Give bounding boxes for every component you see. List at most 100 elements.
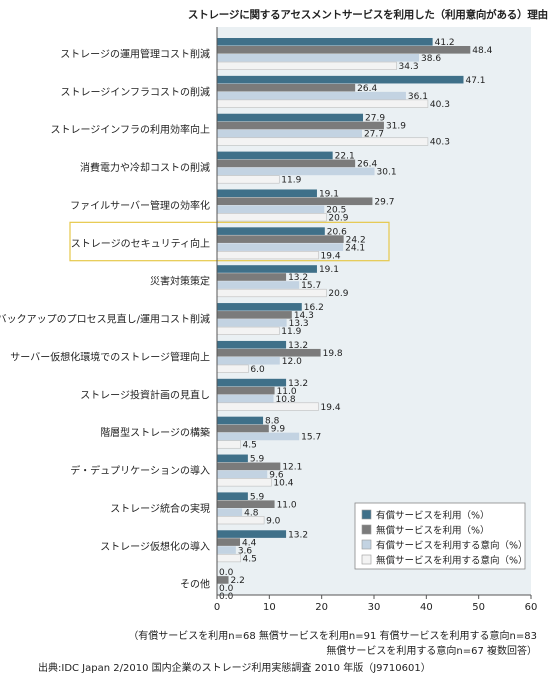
- x-tick-label: 60: [525, 602, 538, 613]
- bar: [217, 46, 471, 54]
- value-label: 5.9: [250, 492, 265, 502]
- bar: [217, 197, 373, 206]
- bar: [217, 386, 275, 395]
- legend-swatch: [361, 524, 372, 535]
- value-label: 19.8: [323, 349, 343, 359]
- category-label: 消費電力や冷却コストの削減: [80, 161, 210, 174]
- category-label: 災害対策策定: [150, 275, 210, 288]
- value-label: 29.7: [374, 197, 394, 207]
- value-label: 48.4: [472, 46, 492, 56]
- value-label: 16.2: [304, 303, 324, 313]
- bar: [217, 235, 344, 243]
- legend-label: 無償サービスを利用する意向（%）: [376, 555, 528, 567]
- value-label: 3.6: [238, 546, 253, 556]
- bar: [217, 281, 300, 289]
- value-label: 6.0: [250, 365, 265, 375]
- category-label: サーバー仮想化環境でのストレージ管理向上: [10, 350, 210, 363]
- value-label: 27.7: [364, 130, 384, 140]
- bar: [217, 113, 364, 122]
- highlight-box: [69, 221, 390, 262]
- value-label: 11.0: [277, 500, 297, 510]
- bar: [216, 402, 319, 411]
- bar: [216, 61, 397, 70]
- value-label: 0.0: [219, 568, 234, 578]
- bar: [217, 273, 287, 281]
- sample-size-note: （有償サービスを利用n=68 無償サービスを利用n=91 有償サービスを利用する…: [128, 631, 537, 642]
- bar: [217, 75, 464, 84]
- bar: [216, 213, 327, 222]
- x-tick-label: 20: [315, 602, 328, 613]
- value-label: 19.4: [321, 251, 341, 261]
- value-label: 4.4: [242, 538, 257, 548]
- bar: [216, 516, 265, 525]
- bar: [217, 38, 433, 46]
- value-label: 0.0: [219, 592, 234, 602]
- value-label: 10.8: [276, 395, 296, 405]
- category-label: ストレージインフラコストの削減: [61, 85, 211, 98]
- bar: [216, 251, 319, 260]
- bar: [217, 530, 287, 538]
- bar: [217, 340, 287, 349]
- legend-label: 無償サービスを利用（%）: [376, 525, 490, 537]
- value-label: 4.5: [243, 554, 257, 564]
- category-label: バックアップのプロセス見直し/運用コスト削減: [0, 313, 210, 326]
- value-label: 2.2: [231, 576, 245, 586]
- sample-size-note-2: 無償サービスを利用する意向n=67 複数回答）: [326, 646, 537, 657]
- value-label: 11.9: [281, 176, 301, 186]
- value-label: 34.3: [399, 62, 419, 72]
- value-label: 14.3: [294, 311, 314, 321]
- bar: [217, 462, 281, 471]
- x-tick-label: 10: [263, 602, 276, 613]
- bar: [217, 576, 229, 584]
- value-label: 24.1: [345, 243, 365, 253]
- legend-swatch: [361, 539, 372, 550]
- bar: [217, 432, 300, 441]
- bar: [216, 440, 241, 449]
- value-label: 24.2: [346, 235, 366, 245]
- bar: [217, 129, 362, 138]
- bar: [217, 243, 344, 251]
- bar: [217, 394, 274, 403]
- bar: [217, 121, 384, 130]
- value-label: 9.0: [266, 516, 281, 526]
- legend: [354, 502, 526, 570]
- bar: [217, 159, 356, 168]
- bar: [217, 205, 325, 214]
- bar: [216, 137, 429, 146]
- bar: [217, 492, 248, 500]
- value-label: 38.6: [421, 54, 441, 64]
- category-label: ストレージ統合の実現: [110, 502, 210, 515]
- category-label: ストレージ仮想化の導入: [100, 540, 210, 553]
- value-label: 40.3: [430, 138, 450, 148]
- bar: [217, 538, 241, 546]
- bar: [217, 83, 356, 92]
- value-label: 20.9: [328, 213, 348, 223]
- bar: [217, 470, 268, 479]
- x-tick-label: 50: [472, 602, 485, 613]
- value-label: 0.0: [219, 584, 234, 594]
- bar: [216, 364, 249, 373]
- value-label: 27.9: [365, 114, 385, 124]
- value-label: 41.2: [435, 38, 455, 48]
- value-label: 13.3: [289, 319, 309, 329]
- value-label: 26.4: [357, 84, 377, 94]
- bar: [217, 227, 325, 235]
- bar: [216, 175, 280, 184]
- category-label: ストレージのセキュリティ向上: [71, 237, 210, 250]
- value-label: 12.0: [282, 357, 302, 367]
- bar: [217, 508, 243, 516]
- plot-area: [217, 27, 531, 595]
- value-label: 5.9: [250, 455, 265, 465]
- bar: [217, 319, 287, 327]
- value-label: 31.9: [386, 122, 406, 132]
- value-label: 19.4: [321, 403, 341, 413]
- bar: [217, 356, 280, 365]
- value-label: 13.2: [288, 530, 308, 540]
- value-label: 19.1: [319, 189, 339, 199]
- value-label: 11.0: [277, 387, 297, 397]
- value-label: 9.9: [271, 425, 286, 435]
- value-label: 12.1: [282, 463, 302, 473]
- bar: [217, 303, 302, 311]
- x-tick-label: 30: [368, 602, 381, 613]
- legend-label: 有償サービスを利用（%）: [376, 510, 490, 522]
